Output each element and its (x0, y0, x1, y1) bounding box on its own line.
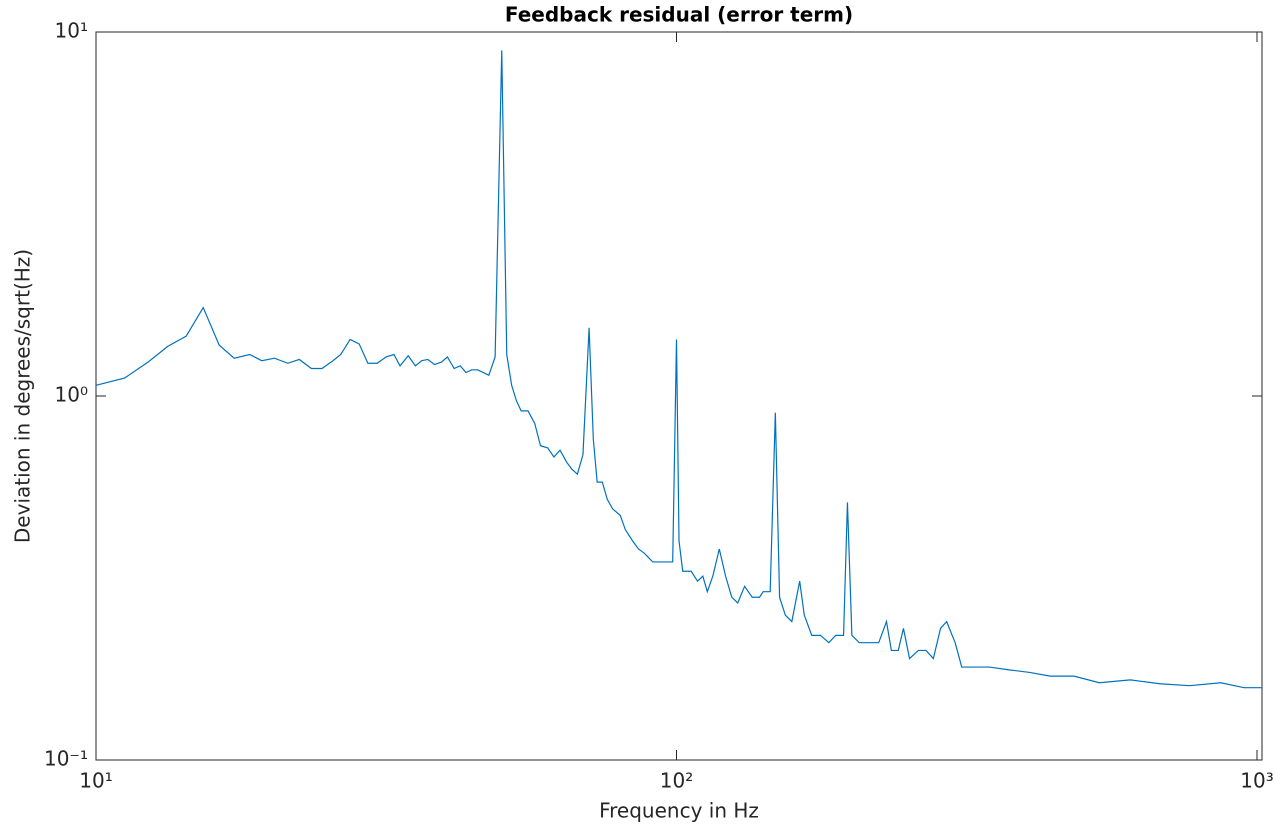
data-line (95, 50, 1262, 689)
x-tick-label: 10¹ (79, 769, 112, 793)
y-tick-label: 10⁻¹ (44, 747, 88, 771)
x-tick-label: 10² (660, 769, 693, 793)
plot-area (95, 31, 1263, 761)
y-axis-label: Deviation in degrees/sqrt(Hz) (11, 249, 35, 543)
x-tick-label: 10³ (1240, 769, 1273, 793)
y-tick-label: 10¹ (55, 19, 88, 43)
chart-title: Feedback residual (error term) (505, 3, 853, 27)
y-tick-label: 10⁰ (55, 383, 88, 407)
x-axis-label: Frequency in Hz (599, 799, 759, 823)
